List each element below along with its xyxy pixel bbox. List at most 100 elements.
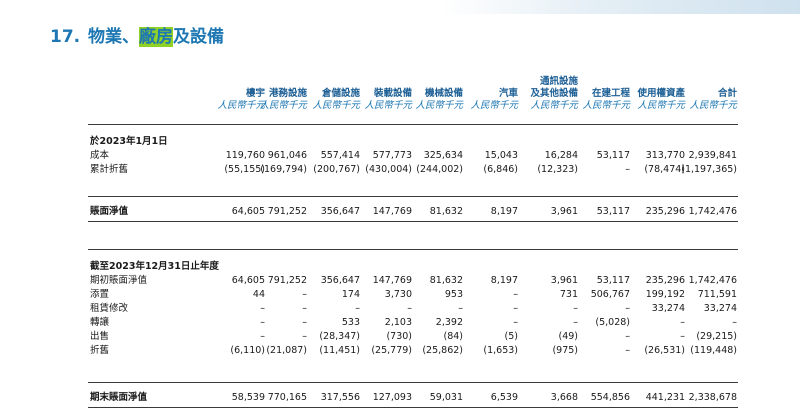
table-cell: – [732,317,737,328]
table-cell: 53,117 [596,150,630,161]
total-cell: 2,338,678 [688,392,737,403]
table-cell: 2,103 [384,317,412,328]
table-cell: (119,448) [690,345,737,356]
table-cell: 3,730 [384,289,412,300]
total-label: 期末賬面淨值 [90,392,148,403]
table-cell: (430,004) [365,164,412,175]
table-cell: (49) [558,331,578,342]
table-cell: 235,296 [645,275,685,286]
table-cell: (169,794) [260,164,307,175]
table-cell: 174 [341,289,360,300]
total-cell: 235,296 [645,206,685,217]
total-cell: 356,647 [320,206,360,217]
row-label: 出售 [90,331,110,342]
total-cell: 59,031 [429,392,463,403]
note-number: 17. [50,27,81,47]
table-cell: (25,779) [371,345,412,356]
table-cell: (11,451) [319,345,360,356]
table-cell: 81,632 [429,275,463,286]
column-header: 機械設備 [424,88,463,99]
table-cell: 961,046 [267,150,307,161]
table-cell: 2,392 [435,317,463,328]
total-cell: 3,961 [550,206,578,217]
table-cell: (244,002) [416,164,463,175]
section-heading: 截至2023年12月31日止年度 [90,261,219,272]
table-cell: 313,770 [645,150,685,161]
table-cell: (6,846) [483,164,518,175]
total-rule-top [88,196,738,197]
column-header: 及其他設備 [530,88,578,99]
column-header: 汽車 [498,88,518,99]
table-cell: 53,117 [596,275,630,286]
table-cell: (25,862) [422,345,463,356]
total-cell: 317,556 [320,392,360,403]
section-rule [88,249,738,250]
table-cell: (84) [443,331,463,342]
total-rule-bottom [88,221,738,222]
table-cell: (55,155) [224,164,265,175]
table-cell: – [573,317,578,328]
row-label: 折舊 [90,345,110,356]
note-title: 17. 物業、廠房及設備 [50,22,224,48]
table-cell: – [260,317,265,328]
table-cell: (200,767) [313,164,360,175]
section-rule [88,124,738,125]
table-cell: 791,252 [267,275,307,286]
table-cell: 16,284 [544,150,578,161]
table-cell: – [407,303,412,314]
table-cell: 577,773 [372,150,412,161]
table-cell: (29,215) [696,331,737,342]
column-unit: 人民幣千元 [259,100,307,111]
column-unit: 人民幣千元 [364,100,412,111]
table-cell: (730) [386,331,412,342]
row-label: 租賃修改 [90,303,129,314]
total-label: 賬面淨值 [90,206,129,217]
table-cell: 953 [444,289,463,300]
row-label: 添置 [90,289,110,300]
total-rule-bottom [88,407,738,408]
table-cell: 711,591 [697,289,737,300]
total-cell: 791,252 [267,206,307,217]
table-cell: – [513,303,518,314]
total-cell: 147,769 [372,206,412,217]
column-unit: 人民幣千元 [312,100,360,111]
table-cell: 356,647 [320,275,360,286]
table-cell: (975) [552,345,578,356]
total-cell: 554,856 [590,392,630,403]
table-cell: 325,634 [423,150,463,161]
total-cell: 441,231 [645,392,685,403]
table-cell: 147,769 [372,275,412,286]
table-cell: – [260,303,265,314]
total-cell: 6,539 [490,392,518,403]
table-cell: – [680,331,685,342]
column-unit: 人民幣千元 [689,100,737,111]
table-cell: (28,347) [319,331,360,342]
title-text-pre: 物業、 [88,27,139,47]
table-cell: 33,274 [651,303,685,314]
table-cell: 506,767 [590,289,630,300]
row-label: 期初賬面淨值 [90,275,148,286]
column-header: 在建工程 [591,88,630,99]
table-cell: – [625,331,630,342]
table-cell: (5) [504,331,518,342]
table-cell: 33,274 [703,303,737,314]
column-unit: 人民幣千元 [582,100,630,111]
table-cell: (26,531) [644,345,685,356]
top-decorative-band [0,0,800,14]
table-cell: – [625,164,630,175]
total-cell: 127,093 [372,392,412,403]
column-unit: 人民幣千元 [637,100,685,111]
table-cell: – [625,303,630,314]
table-cell: 64,605 [231,275,265,286]
table-cell: – [260,331,265,342]
title-text-highlight: 廠房 [139,27,173,47]
total-cell: 1,742,476 [688,206,737,217]
table-cell: (12,323) [537,164,578,175]
column-header: 倉儲設施 [321,88,360,99]
table-cell: – [355,303,360,314]
column-header: 通訊設施 [539,76,578,87]
column-header: 樓宇 [245,88,265,99]
table-cell: 3,961 [550,275,578,286]
table-cell: 44 [252,289,265,300]
table-cell: 8,197 [490,275,518,286]
